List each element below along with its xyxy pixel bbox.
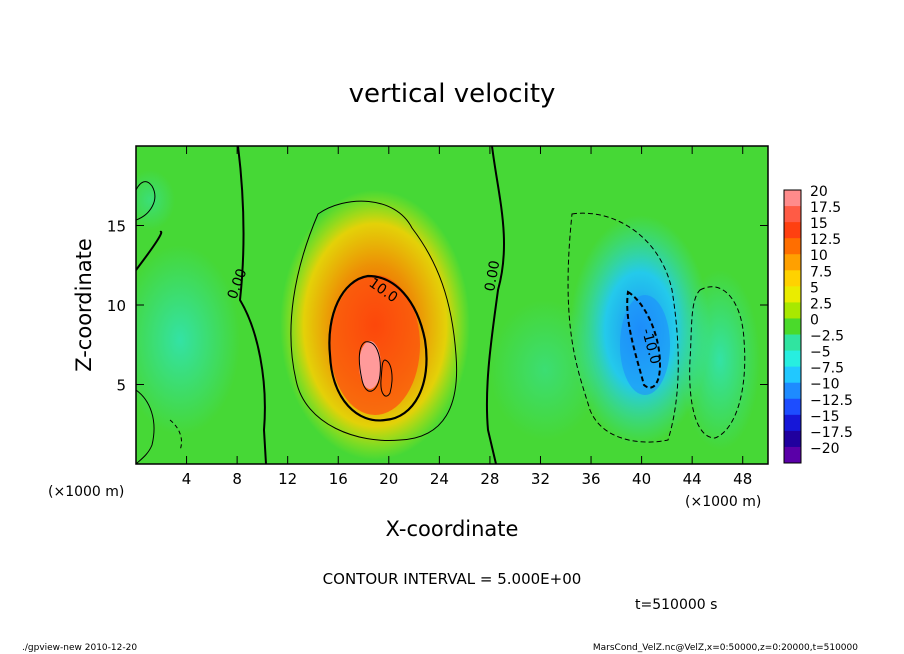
colorbar-label-14: −15 xyxy=(810,409,840,425)
footer-left: ./gpview-new 2010-12-20 xyxy=(22,643,137,653)
contour-neg-5 xyxy=(567,212,679,443)
contour-dash-left xyxy=(169,419,183,451)
contour-interval: CONTOUR INTERVAL = 5.000E+00 xyxy=(323,570,582,588)
y-axis-label: Z-coordinate xyxy=(72,238,96,372)
colorbar-swatch-10 xyxy=(784,350,801,368)
y-tick-label-0: 5 xyxy=(116,377,126,395)
colorbar-swatch-7 xyxy=(784,302,801,319)
footer-right: MarsCond_VelZ.nc@VelZ,x=0:50000,z=0:2000… xyxy=(593,643,858,653)
colorbar-swatch-3 xyxy=(784,238,801,255)
x-tick-label-2: 12 xyxy=(278,470,297,488)
x-axis: 4 8 12 16 20 24 28 32 36 40 44 48 xyxy=(182,146,752,488)
colorbar-label-16: −20 xyxy=(810,441,840,457)
contour-neg-10 xyxy=(626,290,662,389)
colorbar-swatch-15 xyxy=(784,430,801,448)
colorbar-label-9: −2.5 xyxy=(810,329,844,345)
x-tick-label-0: 4 xyxy=(182,470,192,488)
chart-title: vertical velocity xyxy=(349,79,556,109)
contour-label-zero-right: 0.00 xyxy=(482,259,503,292)
y-tick-label-2: 15 xyxy=(107,218,126,236)
x-unit-left: (×1000 m) xyxy=(48,484,124,500)
x-tick-label-4: 20 xyxy=(379,470,398,488)
contour-edge-left xyxy=(136,230,163,271)
colorbar-label-6: 5 xyxy=(810,280,819,296)
colorbar-label-5: 7.5 xyxy=(810,264,832,280)
colorbar-label-11: −7.5 xyxy=(810,361,844,377)
colorbar-label-8: 0 xyxy=(810,312,819,328)
colorbar: 2017.51512.5107.552.50−2.5−5−7.5−10−12.5… xyxy=(783,184,853,464)
contour-15-b xyxy=(380,359,393,397)
zero-contour-left xyxy=(237,146,267,464)
colorbar-swatch-12 xyxy=(784,382,801,400)
colorbar-label-3: 12.5 xyxy=(810,232,841,248)
colorbar-label-13: −12.5 xyxy=(810,393,853,409)
contour-corner-bl xyxy=(136,389,155,464)
contour-5 xyxy=(290,200,458,442)
weak-downdraft-top-left xyxy=(136,170,175,230)
colorbar-label-12: −10 xyxy=(810,377,840,393)
colorbar-label-0: 20 xyxy=(810,184,828,200)
colorbar-swatch-8 xyxy=(784,318,801,335)
x-tick-label-1: 8 xyxy=(232,470,242,488)
colorbar-label-4: 10 xyxy=(810,248,828,264)
colorbar-label-7: 2.5 xyxy=(810,296,832,312)
y-axis: 5 10 15 xyxy=(107,218,768,395)
x-tick-label-9: 40 xyxy=(632,470,651,488)
colorbar-swatch-2 xyxy=(784,222,801,239)
time-label: t=510000 s xyxy=(635,597,717,613)
colorbar-swatch-1 xyxy=(784,206,801,223)
colorbar-label-1: 17.5 xyxy=(810,200,841,216)
y-tick-label-1: 10 xyxy=(107,297,126,315)
contour-15 xyxy=(358,341,381,392)
x-tick-label-8: 36 xyxy=(581,470,600,488)
colorbar-swatch-5 xyxy=(784,270,801,287)
colorbar-frame xyxy=(783,189,802,464)
x-unit-right: (×1000 m) xyxy=(685,494,761,510)
contour-10 xyxy=(328,274,428,422)
contour-corner-tl xyxy=(136,181,156,221)
x-axis-label: X-coordinate xyxy=(386,517,519,541)
colorbar-swatch-16 xyxy=(784,446,801,464)
x-tick-label-10: 44 xyxy=(683,470,702,488)
colorbar-swatch-6 xyxy=(784,286,801,303)
colorbar-swatch-14 xyxy=(784,414,801,432)
colorbar-swatch-11 xyxy=(784,366,801,384)
x-tick-label-6: 28 xyxy=(480,470,499,488)
zero-contour-right xyxy=(485,146,506,464)
contour-neg-5-right xyxy=(689,286,746,439)
colorbar-swatch-0 xyxy=(784,190,801,207)
colorbar-label-2: 15 xyxy=(810,216,828,232)
colorbar-label-10: −5 xyxy=(810,345,831,361)
x-tick-label-3: 16 xyxy=(329,470,348,488)
colorbar-label-15: −17.5 xyxy=(810,425,853,441)
weak-downdraft-left xyxy=(136,245,240,435)
x-tick-label-11: 48 xyxy=(733,470,752,488)
colorbar-swatch-13 xyxy=(784,398,801,416)
x-tick-label-5: 24 xyxy=(430,470,449,488)
updraft-peak-shading xyxy=(359,341,381,389)
colorbar-swatch-9 xyxy=(784,334,801,351)
colorbar-swatch-4 xyxy=(784,254,801,271)
field-shading xyxy=(136,146,768,464)
x-tick-label-7: 32 xyxy=(531,470,550,488)
downdraft-inner-shading xyxy=(620,295,670,395)
